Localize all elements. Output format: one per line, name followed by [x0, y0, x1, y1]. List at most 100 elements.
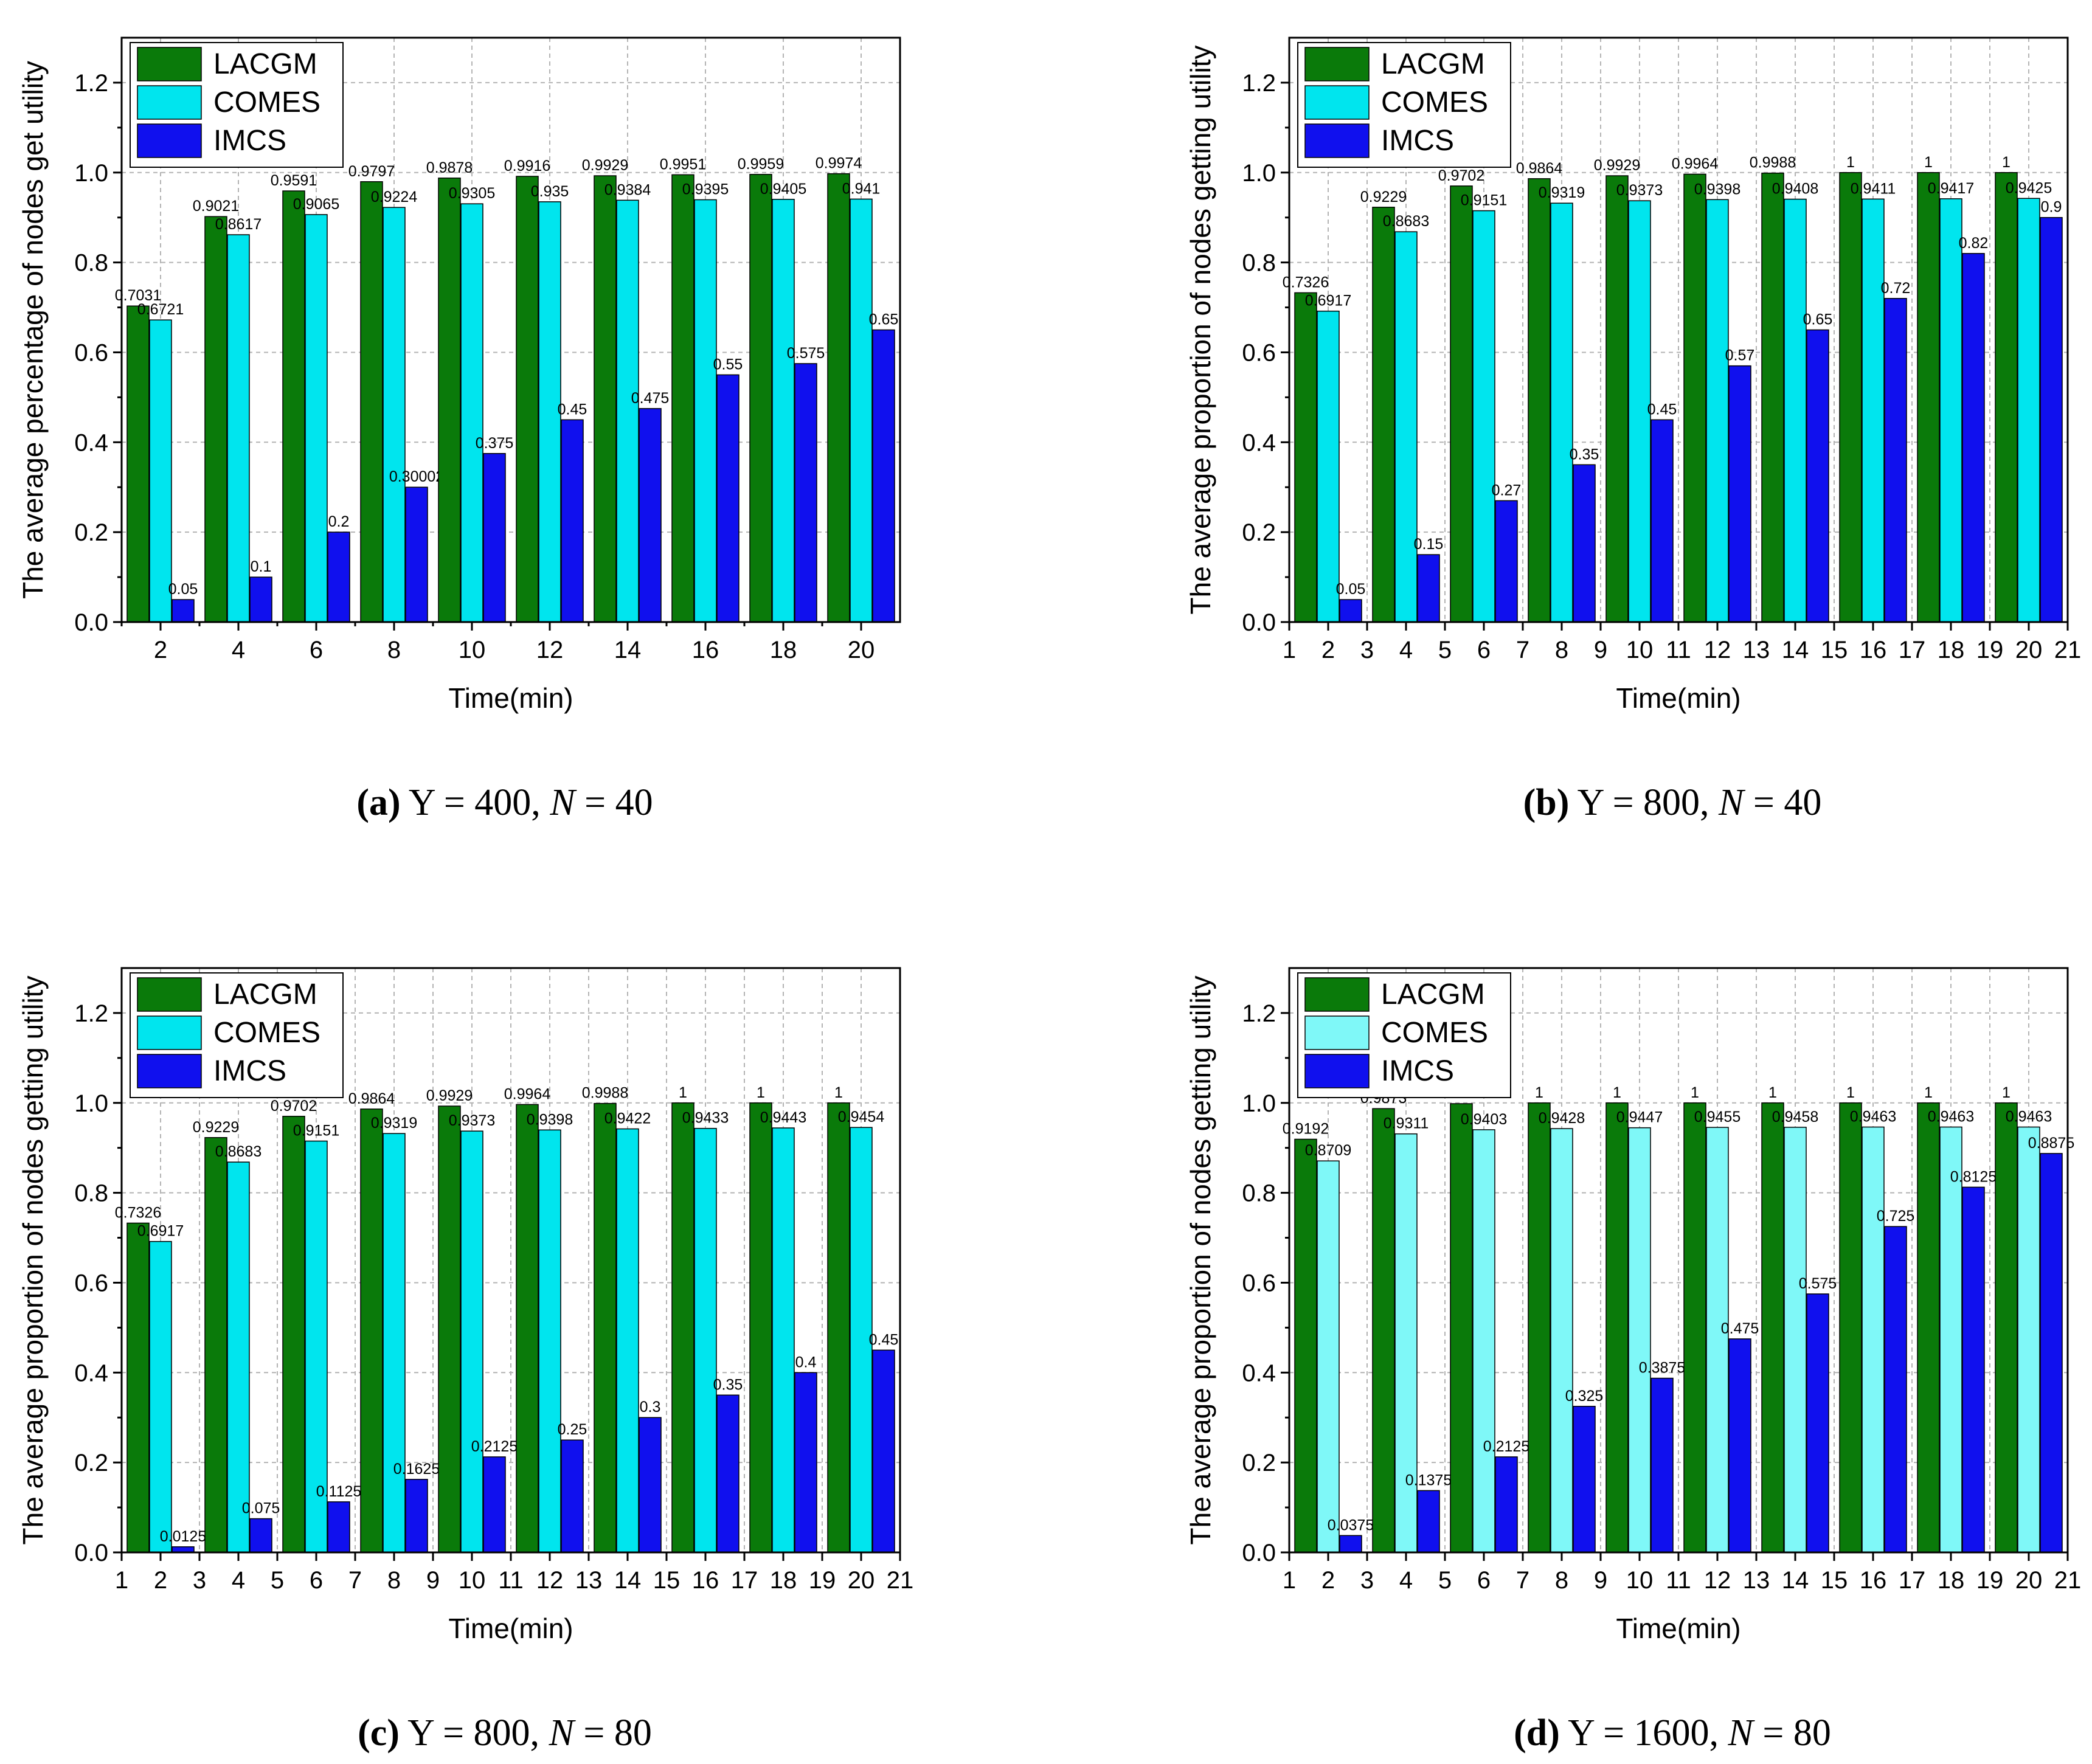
bar-imcs [249, 576, 272, 623]
x-tick-label: 18 [1938, 637, 1965, 663]
bar-lacgm [438, 178, 461, 623]
bar-lacgm [282, 190, 305, 623]
x-tick-label: 9 [1594, 1567, 1607, 1594]
bar-comes [772, 199, 795, 623]
y-tick-label: 0.8 [74, 1180, 108, 1207]
legend-label-lacgm: LACGM [213, 48, 317, 80]
y-tick-label: 0.6 [74, 339, 108, 366]
data-label-imcs: 0.475 [1721, 1320, 1759, 1337]
bar-imcs [1884, 298, 1907, 623]
data-label-comes: 0.9447 [1616, 1109, 1663, 1126]
bar-comes [1939, 1126, 1962, 1553]
x-tick-label: 2 [154, 1567, 167, 1594]
bar-lacgm [1450, 185, 1473, 623]
legend-swatch-comes [1304, 1015, 1370, 1050]
y-tick-label: 0.6 [74, 1270, 108, 1296]
data-label-comes: 0.9319 [1539, 184, 1585, 201]
data-label-imcs: 0.45 [869, 1331, 899, 1348]
bar-lacgm [749, 174, 772, 623]
x-tick-label: 9 [1594, 637, 1607, 663]
data-label-lacgm: 1 [1613, 1084, 1621, 1101]
bar-lacgm [1372, 207, 1395, 623]
data-label-comes: 0.9224 [371, 189, 418, 206]
bar-comes [1939, 198, 1962, 623]
x-tick-label: 20 [848, 637, 875, 663]
data-label-lacgm: 0.9229 [193, 1119, 239, 1136]
data-label-lacgm: 0.9964 [504, 1085, 551, 1102]
data-label-comes: 0.9305 [449, 185, 495, 202]
bar-imcs [1573, 464, 1596, 623]
bar-lacgm [1995, 172, 2018, 623]
data-label-comes: 0.9065 [293, 196, 339, 213]
bar-imcs [1339, 599, 1362, 623]
x-tick-label: 2 [1321, 1567, 1335, 1594]
y-tick-label: 1.2 [1242, 70, 1276, 97]
bar-imcs [1884, 1226, 1907, 1553]
data-label-comes: 0.9417 [1928, 180, 1974, 197]
data-label-lacgm: 0.9974 [816, 155, 862, 172]
bar-comes [460, 1130, 483, 1553]
bar-imcs [1728, 1338, 1751, 1553]
y-tick-label: 0.4 [74, 429, 108, 456]
data-label-comes: 0.9373 [449, 1112, 495, 1129]
y-axis-title: The average proportion of nodes getting … [1185, 976, 1216, 1545]
chart-panel-c: 0.7326 0.6917 0.0125 0.9229 0.8683 0.075 0.970… [0, 930, 924, 1712]
data-label-lacgm: 0.9929 [582, 157, 628, 174]
bar-lacgm [1839, 1102, 1862, 1553]
caption-label: (b) [1523, 782, 1570, 823]
x-tick-label: 3 [1360, 637, 1374, 663]
x-tick-label: 11 [1666, 1567, 1691, 1594]
bar-comes [1784, 1127, 1807, 1553]
legend-swatch-comes [137, 1015, 202, 1050]
data-label-imcs: 0.725 [1877, 1208, 1915, 1225]
bar-comes [1317, 1160, 1340, 1553]
bar-imcs [1806, 1293, 1829, 1553]
caption-symbol-y: Y [408, 782, 435, 823]
data-label-comes: 0.935 [531, 183, 569, 200]
data-label-lacgm: 0.9702 [1438, 167, 1484, 184]
x-tick-label: 4 [232, 1567, 245, 1594]
bar-lacgm [1761, 172, 1784, 623]
x-axis-title: Time(min) [448, 682, 573, 714]
bar-comes [616, 199, 639, 623]
bar-imcs [872, 1349, 895, 1553]
x-tick-label: 6 [1477, 1567, 1491, 1594]
data-label-comes: 0.9151 [293, 1122, 339, 1140]
x-tick-label: 5 [1438, 1567, 1452, 1594]
legend-label-comes: COMES [213, 86, 320, 119]
bar-lacgm [1761, 1102, 1784, 1553]
x-tick-label: 3 [1360, 1567, 1374, 1594]
x-tick-label: 18 [770, 1567, 797, 1594]
legend-label-imcs: IMCS [213, 125, 286, 157]
x-tick-label: 1 [115, 1567, 128, 1594]
bar-comes [305, 1140, 328, 1553]
caption-symbol-y: Y [1568, 1712, 1594, 1754]
caption-symbol-n: N [549, 1712, 574, 1754]
bar-lacgm [126, 1222, 150, 1553]
x-tick-label: 4 [1399, 637, 1413, 663]
y-axis-title: The average proportion of nodes getting … [1185, 46, 1216, 615]
data-label-imcs: 0.0125 [160, 1528, 206, 1545]
bar-imcs [872, 329, 895, 623]
y-tick-label: 1.2 [74, 70, 108, 97]
bar-comes [1394, 231, 1418, 623]
bar-lacgm [516, 1104, 539, 1553]
data-label-imcs: 0.2 [328, 513, 350, 530]
data-label-imcs: 0.8875 [2028, 1135, 2074, 1152]
y-tick-label: 0.8 [1242, 1180, 1276, 1207]
data-label-imcs: 0.0375 [1328, 1517, 1374, 1534]
data-label-comes: 0.6917 [1305, 292, 1351, 310]
bar-lacgm [1294, 1138, 1317, 1553]
bar-imcs [1650, 419, 1674, 623]
x-tick-label: 12 [536, 1567, 564, 1594]
x-tick-label: 11 [1666, 637, 1691, 663]
data-label-lacgm: 0.9929 [1594, 157, 1640, 174]
data-label-comes: 0.9422 [604, 1110, 651, 1127]
y-tick-label: 0.0 [74, 1540, 108, 1566]
data-label-imcs: 0.65 [869, 311, 899, 328]
x-tick-label: 21 [887, 1567, 914, 1594]
x-tick-label: 20 [2015, 637, 2043, 663]
bar-lacgm [671, 1102, 694, 1553]
data-label-comes: 0.8709 [1305, 1142, 1351, 1159]
caption-symbol-y: Y [407, 1712, 434, 1754]
